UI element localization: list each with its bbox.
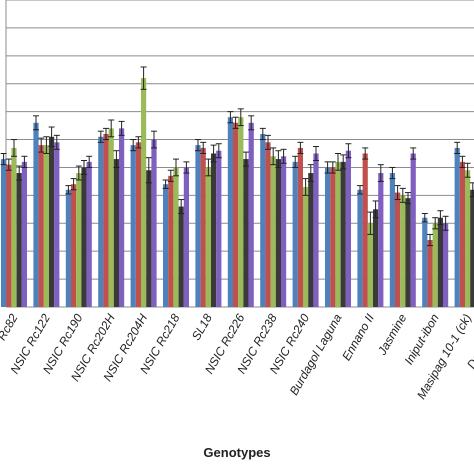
bar: [362, 153, 368, 307]
bar: [183, 167, 189, 307]
bar: [216, 150, 222, 307]
bar: [151, 139, 157, 307]
bar: [141, 78, 147, 308]
bar: [76, 173, 82, 307]
bar: [437, 217, 443, 307]
bar: [98, 136, 104, 307]
bar: [400, 195, 406, 307]
bar: [54, 142, 60, 307]
bar: [373, 209, 379, 307]
bar: [227, 117, 233, 307]
bar: [345, 150, 351, 307]
bar: [265, 142, 271, 307]
bar: [248, 122, 254, 307]
x-tick-label: SL18: [189, 311, 215, 343]
x-tick-label: Rc82: [0, 311, 21, 343]
bar: [43, 145, 49, 307]
bar: [459, 161, 465, 307]
bar: [260, 133, 266, 307]
bar: [275, 159, 281, 307]
bar: [308, 173, 314, 307]
bar: [21, 161, 27, 307]
bar: [38, 145, 44, 307]
bar: [410, 153, 416, 307]
bar: [357, 189, 363, 307]
bar: [119, 128, 125, 307]
bar: [205, 167, 211, 307]
bar: [281, 156, 287, 307]
bar: [465, 170, 471, 307]
bar: [200, 147, 206, 307]
bar: [108, 128, 114, 307]
bar: [238, 117, 244, 307]
error-bars-group: [0, 66, 474, 247]
bar: [135, 142, 141, 307]
bar: [335, 161, 341, 307]
x-tick-label: Jasmine: [374, 311, 409, 358]
bar: [325, 167, 331, 307]
bar: [443, 223, 449, 307]
x-tick-label: Ennano II: [339, 311, 377, 363]
bar: [173, 167, 179, 307]
x-axis-label: Genotypes: [203, 445, 270, 460]
bar: [163, 184, 169, 307]
bar: [378, 173, 384, 307]
bar: [270, 156, 276, 307]
bar: [1, 159, 7, 307]
bar: [113, 159, 119, 307]
bar: [389, 173, 395, 307]
bar: [168, 175, 174, 307]
bar: [395, 192, 401, 307]
bar: [49, 136, 55, 307]
bar: [330, 167, 336, 307]
bar: [432, 223, 438, 307]
bar: [405, 198, 411, 307]
bar: [11, 147, 17, 307]
bar: [211, 153, 217, 307]
bar: [65, 189, 71, 307]
bar: [243, 159, 249, 307]
bar: [6, 164, 12, 307]
bar: [427, 240, 433, 307]
bar: [292, 161, 298, 307]
bar: [313, 153, 319, 307]
bar: [233, 122, 239, 307]
bar: [146, 170, 152, 307]
bar: [81, 167, 87, 307]
bar: [71, 184, 77, 307]
bar: [16, 173, 22, 307]
bar: [33, 122, 39, 307]
bar: [454, 147, 460, 307]
bar: [367, 223, 373, 307]
bar: [178, 206, 184, 307]
bars-group: [1, 78, 474, 308]
bar: [422, 217, 428, 307]
bar: [297, 147, 303, 307]
bar: [103, 133, 109, 307]
bar: [470, 189, 474, 307]
bar: [340, 161, 346, 307]
bar: [86, 161, 92, 307]
bar: [303, 186, 309, 307]
bar: [195, 145, 201, 307]
bar: [130, 145, 136, 307]
